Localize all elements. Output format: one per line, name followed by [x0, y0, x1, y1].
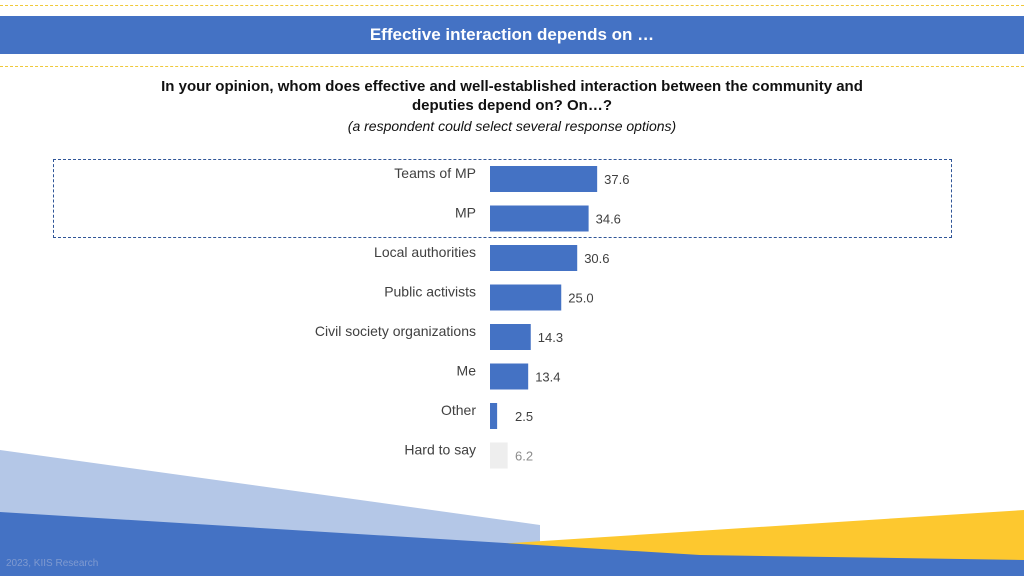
source-note: 2023, KIIS Research	[6, 558, 99, 569]
bar	[490, 403, 498, 429]
header-dashed-line	[0, 66, 1024, 67]
value-label: 2.5	[515, 409, 533, 424]
bar	[490, 205, 589, 232]
value-label: 37.6	[604, 172, 629, 187]
bar	[490, 245, 578, 271]
decor-blue-band	[0, 512, 1024, 576]
bar	[490, 442, 508, 469]
value-label: 25.0	[568, 291, 593, 306]
value-label: 30.6	[584, 251, 609, 266]
header-title: Effective interaction depends on …	[0, 16, 1024, 54]
category-label: Local authorities	[374, 244, 476, 260]
category-label: Teams of MP	[394, 165, 476, 181]
value-label: 34.6	[596, 212, 621, 227]
bar	[490, 284, 562, 311]
category-label: Hard to say	[404, 442, 476, 458]
bar	[490, 363, 529, 390]
highlight-box	[53, 159, 952, 238]
category-label: Civil society organizations	[315, 323, 476, 339]
category-label: MP	[455, 205, 476, 221]
question-note: (a respondent could select several respo…	[347, 118, 677, 134]
category-label: Me	[457, 363, 477, 379]
category-label: Public activists	[384, 284, 476, 300]
value-label: 13.4	[535, 370, 560, 385]
question-line-1: In your opinion, whom does effective and…	[161, 78, 863, 95]
question-line-2: deputies depend on? On…?	[412, 97, 612, 114]
bar	[490, 166, 598, 192]
bar	[490, 324, 531, 350]
category-label: Other	[441, 402, 476, 418]
question-text: In your opinion, whom does effective and…	[60, 77, 964, 115]
value-label: 14.3	[538, 330, 563, 345]
top-dashed-line	[0, 5, 1024, 6]
value-label: 6.2	[515, 449, 533, 464]
